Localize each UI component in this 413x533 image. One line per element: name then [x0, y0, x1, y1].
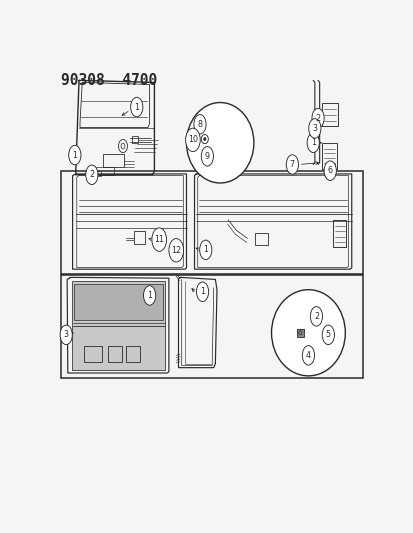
Ellipse shape — [308, 119, 320, 138]
Ellipse shape — [186, 102, 253, 183]
Ellipse shape — [193, 115, 206, 134]
Text: 7: 7 — [289, 160, 294, 169]
Text: 1: 1 — [147, 291, 152, 300]
Text: 6: 6 — [327, 166, 332, 175]
Text: 12: 12 — [171, 246, 181, 255]
Text: 9: 9 — [204, 152, 209, 161]
Text: 90308  4700: 90308 4700 — [61, 74, 157, 88]
Bar — [133, 231, 145, 244]
Ellipse shape — [199, 240, 211, 260]
Ellipse shape — [203, 138, 206, 141]
Text: 5: 5 — [325, 330, 330, 340]
Bar — [93, 172, 100, 175]
Bar — [103, 154, 123, 167]
Bar — [332, 220, 345, 247]
Text: 2: 2 — [313, 312, 318, 321]
Ellipse shape — [286, 155, 298, 174]
Ellipse shape — [131, 98, 142, 117]
Ellipse shape — [301, 345, 314, 365]
Ellipse shape — [311, 108, 323, 128]
Text: 1: 1 — [310, 138, 315, 147]
Ellipse shape — [196, 282, 208, 302]
Text: 8: 8 — [197, 120, 202, 129]
Text: 3: 3 — [64, 330, 69, 340]
Ellipse shape — [321, 325, 334, 344]
Ellipse shape — [201, 147, 213, 166]
Ellipse shape — [85, 165, 98, 184]
Ellipse shape — [185, 128, 200, 151]
Ellipse shape — [271, 290, 344, 376]
Ellipse shape — [169, 239, 183, 262]
Ellipse shape — [143, 286, 155, 305]
Ellipse shape — [306, 133, 318, 152]
Bar — [61, 274, 362, 378]
Text: 1: 1 — [134, 102, 139, 111]
Text: 2: 2 — [89, 170, 94, 179]
Bar — [132, 136, 138, 143]
Ellipse shape — [152, 228, 166, 252]
Bar — [321, 103, 337, 126]
Text: 11: 11 — [154, 235, 164, 244]
Ellipse shape — [310, 306, 322, 326]
Text: 2: 2 — [315, 114, 320, 123]
Text: 1: 1 — [203, 245, 208, 254]
Bar — [297, 329, 303, 337]
Ellipse shape — [201, 134, 208, 143]
Text: 3: 3 — [311, 124, 317, 133]
Ellipse shape — [323, 161, 335, 180]
Text: 1: 1 — [72, 150, 77, 159]
Bar — [108, 346, 122, 362]
Text: 10: 10 — [188, 135, 197, 144]
Bar — [125, 346, 140, 362]
Bar — [83, 346, 102, 362]
Bar — [96, 167, 114, 175]
Text: 4: 4 — [305, 351, 310, 360]
Bar — [61, 172, 362, 274]
Text: 1: 1 — [199, 287, 204, 296]
Ellipse shape — [60, 325, 72, 344]
Ellipse shape — [69, 146, 81, 165]
Bar — [255, 233, 268, 245]
Bar — [74, 284, 162, 320]
Bar — [321, 143, 336, 168]
Bar — [71, 281, 164, 370]
